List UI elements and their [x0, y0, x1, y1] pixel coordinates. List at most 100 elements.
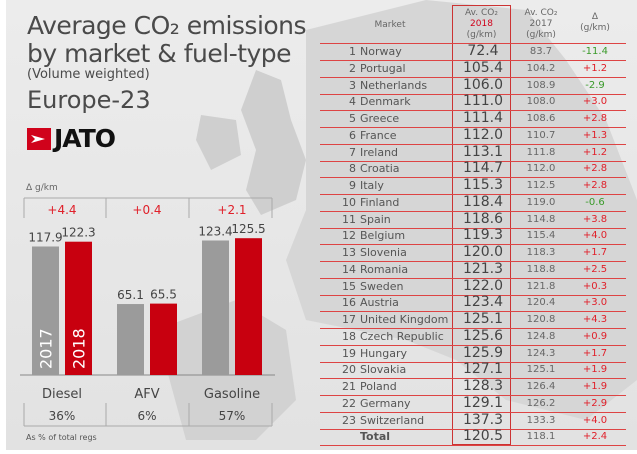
- rank: 8: [349, 162, 356, 176]
- table-row: 10 Finland 118.4 119.0 -0.6: [320, 194, 626, 212]
- value-2017: 108.6: [526, 113, 556, 124]
- bar-value-label: 117.9: [28, 230, 62, 244]
- value-2018: 123.4: [462, 294, 504, 311]
- delta-value: +1.3: [582, 129, 608, 141]
- title-line-1: Average CO₂ emissions: [27, 11, 307, 40]
- rank: 23: [342, 413, 356, 427]
- value-2018: 112.0: [462, 126, 504, 143]
- rank: 18: [342, 329, 356, 343]
- market-name: Portugal: [360, 61, 406, 75]
- market-name: Italy: [360, 179, 384, 192]
- delta-value: +2.8: [582, 113, 608, 124]
- value-2017: 124.8: [526, 330, 556, 342]
- value-2017: 126.2: [526, 397, 556, 409]
- table-row: 7 Ireland 113.1 111.8 +1.2: [320, 144, 626, 162]
- delta-value: +2.5: [582, 263, 608, 275]
- table-row: 13 Slovenia 120.0 118.3 +1.7: [320, 244, 626, 262]
- value-2018: 105.4: [462, 59, 504, 76]
- share-label: 57%: [219, 409, 246, 423]
- value-2018: 125.1: [462, 311, 504, 327]
- table-row: 14 Romania 121.3 118.8 +2.5: [320, 261, 626, 279]
- table-row: 5 Greece 111.4 108.6 +2.8: [320, 110, 626, 128]
- header-2017: Av. CO₂ 2017 (g/km): [516, 8, 566, 41]
- delta-value: +1.9: [582, 364, 608, 376]
- market-name: Switzerland: [360, 413, 425, 427]
- market-name: Greece: [360, 112, 400, 125]
- delta-value: +0.9: [582, 330, 608, 342]
- bar-value-label: 65.1: [117, 288, 144, 302]
- value-2018: 120.5: [462, 428, 504, 445]
- share-label: 36%: [49, 409, 76, 423]
- market-name: Norway: [360, 45, 402, 58]
- table-row: 2 Portugal 105.4 104.2 +1.2: [320, 59, 626, 78]
- title-line-2: by market & fuel-type: [27, 39, 292, 68]
- delta-value: +1.2: [582, 62, 608, 74]
- value-2018: 120.0: [462, 244, 504, 260]
- rank: 5: [349, 112, 356, 125]
- delta-value: -2.9: [585, 79, 605, 91]
- market-name: Finland: [360, 195, 400, 209]
- value-2017: 118.1: [526, 431, 556, 443]
- delta-label: +2.1: [217, 203, 246, 217]
- header-market: Market: [374, 20, 406, 30]
- value-2018: 118.6: [462, 210, 504, 227]
- header-delta: Δ (g/km): [570, 12, 620, 34]
- table-row: 8 Croatia 114.7 112.0 +2.8: [320, 160, 626, 179]
- bar-diesel-2018: [65, 241, 92, 375]
- bar-value-label: 123.4: [198, 224, 232, 238]
- subtitle: (Volume weighted): [27, 67, 150, 82]
- rank: 16: [342, 296, 356, 310]
- table-top-rule: [320, 43, 626, 44]
- table-row: 6 France 112.0 110.7 +1.3: [320, 126, 626, 145]
- delta-axis-label: Δ g/km: [26, 183, 58, 193]
- jato-logo: JATO: [27, 124, 116, 153]
- delta-value: +2.4: [582, 431, 608, 443]
- value-2017: 112.5: [526, 180, 556, 191]
- rank: 21: [342, 380, 356, 393]
- table-row: 12 Belgium 119.3 115.4 +4.0: [320, 227, 626, 246]
- market-name: Austria: [360, 296, 399, 310]
- value-2017: 115.4: [526, 230, 556, 242]
- delta-value: +4.3: [582, 314, 608, 325]
- logo-text: JATO: [54, 124, 116, 153]
- delta-label: +0.4: [132, 203, 161, 217]
- bar-value-label: 122.3: [61, 226, 95, 240]
- value-2017: 120.4: [526, 297, 556, 309]
- region-label: Europe-23: [27, 86, 151, 114]
- table-row: 3 Netherlands 106.0 108.9 -2.9: [320, 77, 626, 95]
- market-name: Total: [360, 430, 391, 444]
- market-name: Hungary: [360, 346, 407, 360]
- value-2018: 72.4: [467, 43, 499, 59]
- value-2018: 127.1: [462, 361, 504, 378]
- header-2018-unit: (g/km): [466, 30, 497, 40]
- table-row: 1 Norway 72.4 83.7 -11.4: [320, 43, 626, 61]
- value-2017: 121.8: [526, 280, 556, 292]
- table-row: 4 Denmark 111.0 108.0 +3.0: [320, 93, 626, 112]
- series-label-2017: 2017: [37, 328, 56, 369]
- value-2017: 111.8: [526, 146, 556, 158]
- table-row: 15 Sweden 122.0 121.8 +0.3: [320, 278, 626, 296]
- value-2018: 114.7: [462, 160, 504, 177]
- value-2017: 118.3: [526, 247, 556, 258]
- page-title: Average CO₂ emissions by market & fuel-t…: [27, 11, 307, 68]
- delta-value: +1.7: [582, 247, 608, 258]
- value-2017: 124.3: [526, 347, 556, 359]
- rank: 15: [342, 279, 356, 293]
- value-2017: 126.4: [526, 381, 556, 392]
- bar-gasoline-2017: [202, 240, 229, 375]
- value-2017: 125.1: [526, 364, 556, 376]
- fuel-type-bar-chart: +4.4 117.9 2017 122.3 2018 Diesel 36% +0.4 65.1 6…: [20, 197, 275, 442]
- value-2018: 125.9: [462, 344, 504, 361]
- market-name: Slovakia: [360, 363, 407, 377]
- market-name: Denmark: [360, 95, 411, 109]
- market-name: Czech Republic: [360, 329, 444, 343]
- market-name: Croatia: [360, 162, 400, 176]
- table-row: 19 Hungary 125.9 124.3 +1.7: [320, 344, 626, 363]
- table-row: 17 United Kingdom 125.1 120.8 +4.3: [320, 311, 626, 329]
- value-2017: 108.9: [526, 79, 556, 91]
- jato-arrow-icon: [27, 127, 51, 150]
- rank: 2: [349, 61, 356, 75]
- delta-value: +1.2: [582, 146, 608, 158]
- rank: 3: [349, 78, 356, 92]
- value-2018: 119.3: [462, 227, 504, 244]
